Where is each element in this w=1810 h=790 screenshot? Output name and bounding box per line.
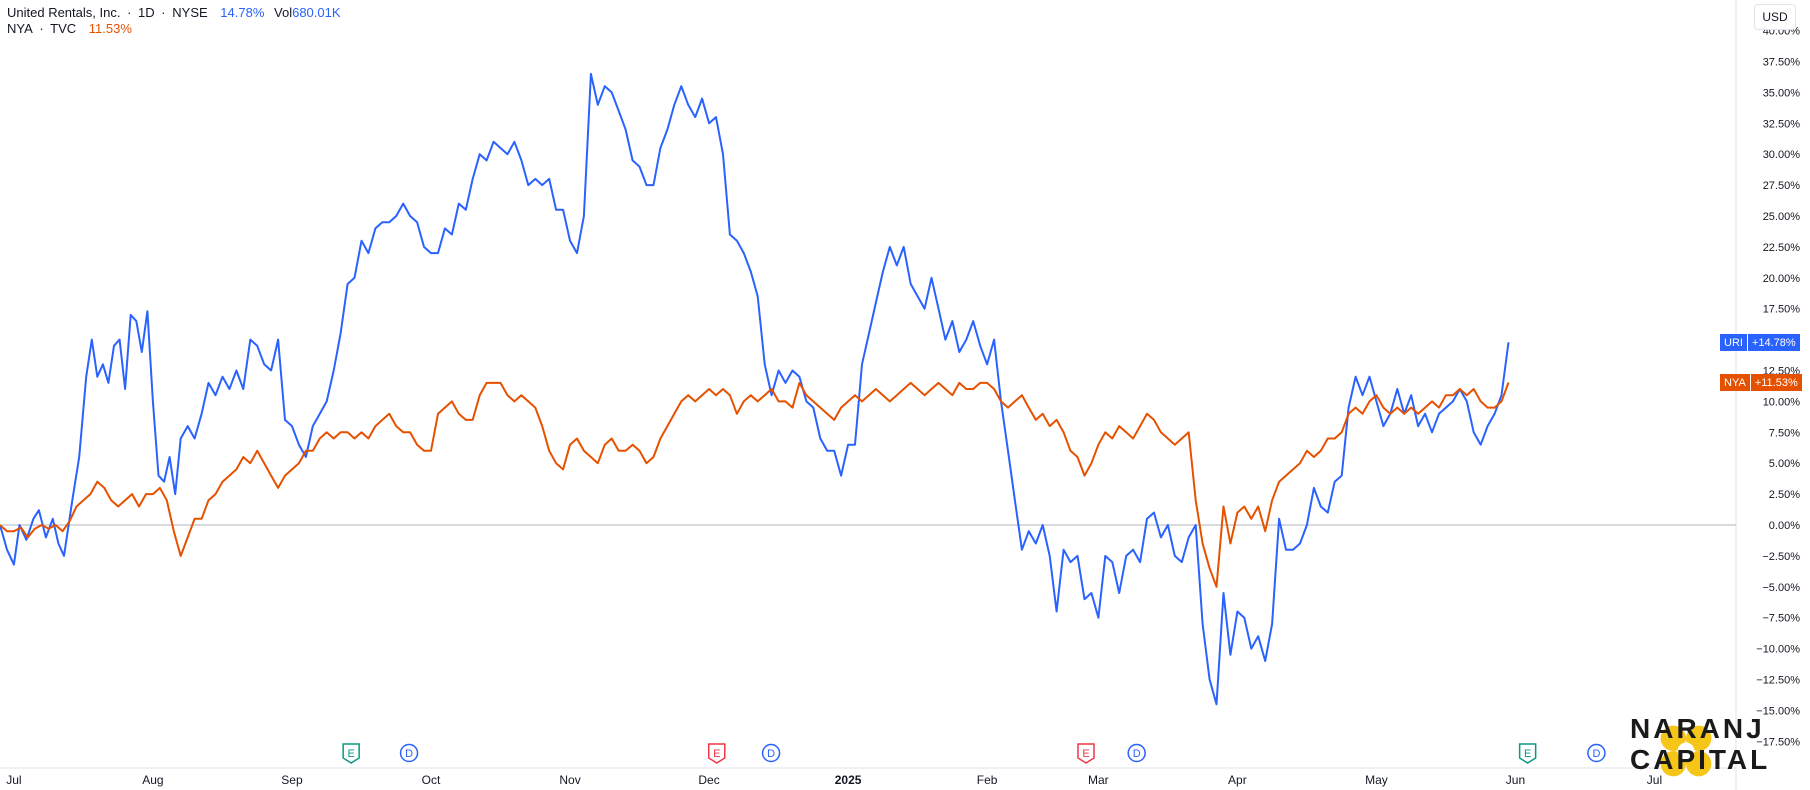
- y-tick-label: 32.50%: [1763, 118, 1801, 130]
- price-tag-symbol: NYA: [1720, 374, 1750, 391]
- y-tick-label: 30.00%: [1763, 149, 1801, 161]
- y-tick-label: −5.00%: [1762, 582, 1800, 594]
- legend-separator: ·: [161, 5, 166, 20]
- currency-button[interactable]: USD: [1754, 4, 1796, 30]
- y-tick-label: −15.00%: [1756, 705, 1800, 717]
- y-tick-label: −12.50%: [1756, 675, 1800, 687]
- event-marker-letter: E: [1524, 748, 1531, 760]
- y-tick-label: 0.00%: [1769, 520, 1800, 532]
- series-line-uri[interactable]: [0, 72, 1510, 706]
- earnings-marker-icon[interactable]: [1077, 743, 1095, 764]
- y-tick-label: 25.00%: [1763, 211, 1801, 223]
- event-marker-letter: E: [347, 748, 354, 760]
- y-tick-label: −7.50%: [1762, 613, 1800, 625]
- event-marker-letter: D: [1592, 748, 1600, 760]
- y-tick-label: 7.50%: [1769, 427, 1800, 439]
- y-tick-label: 22.50%: [1763, 242, 1801, 254]
- legend-secondary[interactable]: NYA · TVC 11.53%: [7, 21, 135, 37]
- legend-symbol-name[interactable]: United Rentals, Inc.: [7, 5, 121, 20]
- brand-logo-text: NARANJ CAPITAL: [1630, 713, 1770, 775]
- dividend-marker-icon[interactable]: [1587, 743, 1606, 763]
- legend-interval: 1D: [138, 5, 155, 20]
- y-tick-label: 27.50%: [1763, 180, 1801, 192]
- legend-separator: ·: [127, 5, 132, 20]
- naranj-logo-icon: [1660, 725, 1712, 777]
- y-tick-label: −10.00%: [1756, 644, 1800, 656]
- legend-volume-label: Vol: [274, 5, 293, 20]
- legend-primary[interactable]: United Rentals, Inc. · 1D · NYSE 14.78% …: [7, 5, 344, 21]
- x-tick-label: Jun: [1506, 773, 1525, 787]
- y-tick-label: 35.00%: [1763, 87, 1801, 99]
- x-tick-label: Mar: [1088, 773, 1109, 787]
- price-tag-uri: URI +14.78%: [1720, 334, 1800, 351]
- legend-compare-exchange: TVC: [50, 21, 77, 36]
- dividend-marker-icon[interactable]: [1127, 743, 1146, 763]
- price-tag-nya: NYA +11.53%: [1720, 374, 1802, 391]
- x-tick-label: Oct: [422, 773, 441, 787]
- x-tick-label: Dec: [698, 773, 719, 787]
- event-marker-letter: E: [1082, 748, 1089, 760]
- brand-line-2: CAPITAL: [1630, 744, 1771, 775]
- x-tick-label: Nov: [559, 773, 580, 787]
- x-tick-label: Sep: [281, 773, 303, 787]
- legend-compare-change: 11.53%: [88, 21, 132, 36]
- x-tick-label: Jul: [1647, 773, 1662, 787]
- earnings-marker-icon[interactable]: [1518, 743, 1537, 764]
- y-tick-label: 10.00%: [1763, 396, 1801, 408]
- y-tick-label: −2.50%: [1762, 551, 1800, 563]
- legend-compare-symbol[interactable]: NYA: [7, 21, 33, 36]
- event-marker-letter: D: [1133, 748, 1141, 760]
- event-marker-letter: E: [713, 748, 720, 760]
- event-marker-letter: D: [767, 748, 775, 760]
- price-tag-value: +14.78%: [1746, 334, 1800, 351]
- y-tick-label: 5.00%: [1769, 458, 1800, 470]
- legend-exchange: NYSE: [172, 5, 208, 20]
- event-marker-letter: D: [405, 748, 413, 760]
- y-tick-label: −17.50%: [1756, 736, 1800, 748]
- price-tag-symbol: URI: [1720, 334, 1747, 351]
- earnings-marker-icon[interactable]: [342, 743, 360, 764]
- dividend-marker-icon[interactable]: [399, 743, 419, 763]
- earnings-marker-icon[interactable]: [708, 743, 726, 764]
- x-tick-label: Feb: [977, 773, 998, 787]
- y-tick-label: 2.50%: [1769, 489, 1800, 501]
- legend-change-value: 14.78%: [220, 5, 265, 20]
- x-tick-label: May: [1365, 773, 1388, 787]
- legend-separator: ·: [39, 21, 44, 36]
- x-tick-label: Aug: [142, 773, 163, 787]
- dividend-marker-icon[interactable]: [761, 743, 781, 763]
- y-tick-label: 37.50%: [1763, 57, 1801, 69]
- x-tick-label: Jul: [6, 773, 21, 787]
- x-tick-label: 2025: [835, 773, 862, 787]
- y-tick-label: 20.00%: [1763, 273, 1801, 285]
- x-tick-label: Apr: [1228, 773, 1247, 787]
- brand-line-1: NARANJ: [1630, 713, 1765, 744]
- y-tick-label: 17.50%: [1763, 304, 1801, 316]
- series-line-nya[interactable]: [0, 381, 1510, 588]
- price-tag-value: +11.53%: [1749, 374, 1802, 391]
- legend-volume-value: 680.01K: [292, 5, 341, 20]
